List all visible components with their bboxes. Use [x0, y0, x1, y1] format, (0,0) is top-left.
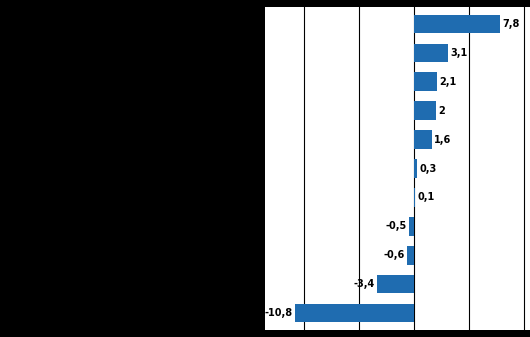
Bar [409, 217, 414, 236]
Bar [414, 15, 500, 33]
Text: 2: 2 [438, 106, 445, 116]
Bar [414, 159, 418, 178]
Bar [414, 43, 448, 62]
Bar [414, 130, 432, 149]
Bar [414, 72, 437, 91]
Bar [408, 246, 414, 265]
Text: 0,3: 0,3 [420, 163, 437, 174]
Bar [295, 304, 414, 322]
Text: -3,4: -3,4 [353, 279, 374, 289]
Text: -0,6: -0,6 [384, 250, 405, 260]
Text: 3,1: 3,1 [450, 48, 468, 58]
Bar [376, 275, 414, 294]
Text: 0,1: 0,1 [418, 192, 435, 203]
Bar [414, 188, 415, 207]
Text: -10,8: -10,8 [264, 308, 293, 318]
Text: 7,8: 7,8 [502, 19, 520, 29]
Text: -0,5: -0,5 [385, 221, 407, 231]
Text: 2,1: 2,1 [439, 77, 457, 87]
Bar [414, 101, 436, 120]
Text: 1,6: 1,6 [434, 134, 451, 145]
